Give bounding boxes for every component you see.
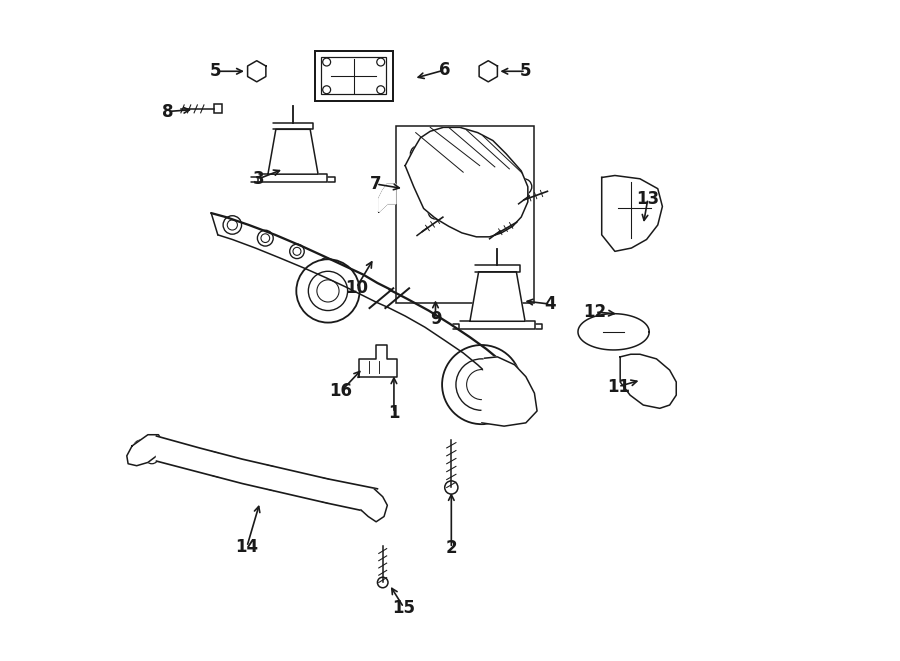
Circle shape — [617, 182, 636, 201]
Text: 7: 7 — [370, 175, 382, 193]
Polygon shape — [578, 314, 649, 350]
Circle shape — [296, 259, 360, 323]
Circle shape — [516, 378, 529, 391]
Text: 4: 4 — [544, 295, 556, 313]
Circle shape — [257, 230, 274, 246]
Text: 13: 13 — [636, 190, 660, 208]
Text: 3: 3 — [253, 170, 265, 188]
Polygon shape — [268, 130, 318, 174]
Text: 5: 5 — [520, 62, 532, 80]
Circle shape — [183, 451, 196, 464]
Bar — [321, 58, 386, 95]
Circle shape — [634, 217, 652, 235]
Circle shape — [133, 440, 149, 456]
Circle shape — [516, 178, 532, 194]
Polygon shape — [460, 321, 536, 329]
Polygon shape — [157, 436, 377, 513]
Text: 12: 12 — [583, 303, 607, 321]
Circle shape — [223, 215, 241, 234]
Circle shape — [646, 371, 667, 393]
Circle shape — [622, 320, 645, 344]
Polygon shape — [479, 61, 498, 82]
Polygon shape — [405, 128, 527, 237]
Circle shape — [332, 487, 344, 499]
Circle shape — [320, 258, 333, 271]
Polygon shape — [475, 265, 519, 272]
Circle shape — [428, 204, 443, 219]
Circle shape — [145, 451, 158, 464]
Circle shape — [456, 359, 508, 410]
Circle shape — [410, 146, 427, 162]
Text: 5: 5 — [210, 62, 221, 80]
Text: 15: 15 — [392, 599, 415, 617]
Circle shape — [508, 405, 521, 418]
Text: 14: 14 — [235, 538, 258, 556]
Text: 8: 8 — [162, 102, 174, 120]
Text: 11: 11 — [607, 377, 630, 395]
Circle shape — [217, 460, 229, 472]
Polygon shape — [359, 345, 397, 377]
Bar — [396, 126, 535, 303]
Text: 6: 6 — [439, 61, 451, 79]
Circle shape — [290, 244, 304, 258]
Polygon shape — [361, 488, 387, 522]
Text: 2: 2 — [446, 539, 457, 557]
Circle shape — [502, 204, 517, 219]
Polygon shape — [620, 354, 676, 408]
Polygon shape — [248, 61, 266, 82]
Polygon shape — [602, 175, 662, 251]
Circle shape — [442, 345, 521, 424]
Polygon shape — [127, 435, 163, 466]
Text: 9: 9 — [429, 309, 441, 328]
Polygon shape — [626, 366, 636, 385]
Text: 10: 10 — [345, 279, 368, 297]
Circle shape — [445, 481, 458, 494]
Bar — [315, 51, 392, 101]
Polygon shape — [258, 174, 328, 182]
Circle shape — [256, 470, 268, 482]
Polygon shape — [273, 123, 313, 130]
Polygon shape — [379, 184, 396, 212]
Text: 1: 1 — [388, 404, 400, 422]
Circle shape — [294, 479, 306, 490]
Polygon shape — [482, 357, 537, 426]
Text: 16: 16 — [329, 382, 353, 400]
Polygon shape — [470, 272, 525, 321]
Circle shape — [309, 271, 347, 311]
Circle shape — [377, 577, 388, 588]
Circle shape — [585, 323, 603, 341]
Bar — [214, 104, 221, 114]
